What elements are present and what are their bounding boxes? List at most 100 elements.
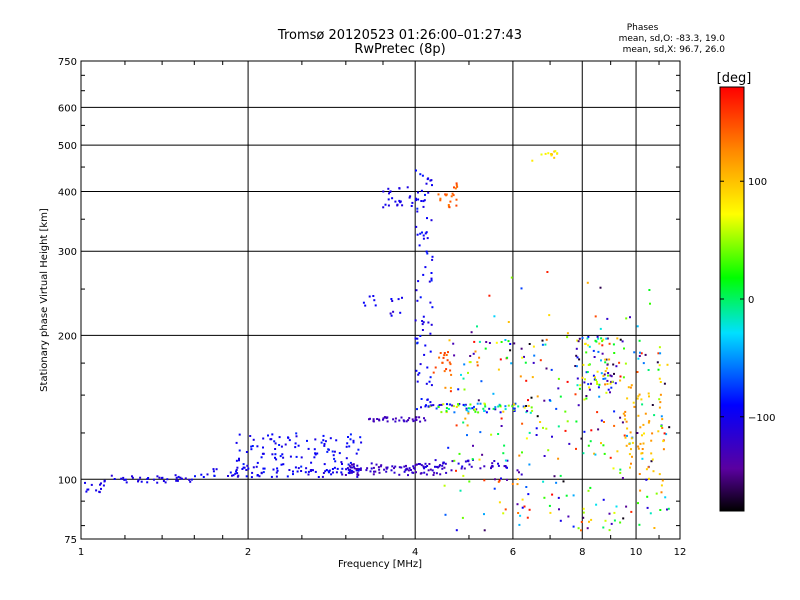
scatter-point bbox=[422, 321, 425, 324]
scatter-point bbox=[472, 444, 474, 447]
scatter-point bbox=[422, 237, 425, 240]
scatter-point bbox=[554, 150, 557, 153]
scatter-point bbox=[559, 395, 562, 398]
scatter-point bbox=[387, 204, 390, 207]
scatter-point bbox=[583, 398, 586, 401]
scatter-point bbox=[426, 465, 429, 467]
scatter-point bbox=[423, 471, 426, 474]
scatter-point bbox=[450, 195, 453, 198]
scatter-point bbox=[236, 472, 239, 475]
scatter-point bbox=[518, 523, 521, 526]
phases-title: Phases bbox=[626, 23, 659, 33]
x-tick-label: 10 bbox=[630, 547, 643, 558]
scatter-point bbox=[459, 489, 462, 492]
scatter-point bbox=[237, 474, 240, 477]
scatter-point bbox=[637, 502, 639, 505]
scatter-point bbox=[580, 437, 583, 440]
scatter-point bbox=[557, 457, 560, 460]
scatter-point bbox=[415, 416, 418, 419]
scatter-point bbox=[619, 521, 622, 524]
scatter-point bbox=[606, 363, 609, 366]
scatter-point bbox=[382, 417, 385, 420]
scatter-point bbox=[549, 511, 552, 514]
scatter-point bbox=[256, 461, 259, 464]
scatter-point bbox=[453, 354, 456, 357]
scatter-point bbox=[665, 433, 668, 436]
scatter-point bbox=[427, 191, 430, 194]
scatter-point bbox=[499, 404, 502, 407]
scatter-point bbox=[426, 366, 429, 369]
scatter-point bbox=[521, 422, 524, 425]
scatter-point bbox=[425, 231, 428, 234]
scatter-point bbox=[416, 299, 419, 302]
scatter-point bbox=[462, 474, 465, 477]
scatter-point bbox=[297, 467, 300, 470]
scatter-point bbox=[350, 469, 353, 472]
scatter-point bbox=[638, 339, 641, 342]
scatter-point bbox=[517, 478, 519, 481]
scatter-point bbox=[414, 419, 417, 422]
scatter-point bbox=[227, 475, 229, 477]
scatter-point bbox=[582, 363, 585, 366]
scatter-point bbox=[525, 411, 528, 414]
scatter-point bbox=[386, 466, 389, 469]
scatter-point bbox=[463, 363, 466, 366]
scatter-point bbox=[377, 466, 380, 469]
scatter-point bbox=[586, 371, 589, 373]
scatter-point bbox=[545, 427, 548, 430]
scatter-point bbox=[444, 386, 447, 389]
scatter-point bbox=[602, 377, 605, 380]
scatter-point bbox=[523, 406, 526, 409]
scatter-point bbox=[416, 380, 419, 383]
scatter-point bbox=[439, 199, 442, 202]
phases-x-stats: mean, sd,X: 96.7, 26.0 bbox=[622, 45, 725, 55]
scatter-point bbox=[426, 237, 429, 240]
scatter-point bbox=[638, 523, 641, 526]
scatter-point bbox=[425, 404, 427, 407]
scatter-point bbox=[445, 368, 448, 371]
scatter-point bbox=[602, 526, 605, 529]
scatter-point bbox=[100, 482, 102, 485]
scatter-point bbox=[161, 476, 164, 479]
scatter-point bbox=[416, 342, 419, 345]
scatter-point bbox=[471, 407, 474, 410]
scatter-point bbox=[403, 470, 406, 473]
scatter-point bbox=[383, 468, 386, 471]
scatter-point bbox=[557, 425, 560, 428]
scatter-point bbox=[599, 327, 602, 330]
scatter-point bbox=[663, 432, 666, 435]
scatter-point bbox=[511, 405, 514, 408]
scatter-point bbox=[479, 467, 482, 470]
scatter-point bbox=[548, 504, 551, 507]
scatter-point bbox=[638, 355, 641, 357]
scatter-point bbox=[616, 450, 619, 453]
scatter-point bbox=[604, 358, 607, 361]
scatter-point bbox=[429, 376, 432, 379]
scatter-point bbox=[619, 338, 622, 341]
scatter-point bbox=[307, 473, 310, 476]
colorbar-tick-label: 0 bbox=[748, 295, 754, 306]
scatter-point bbox=[449, 390, 452, 393]
scatter-point bbox=[245, 469, 248, 471]
scatter-point bbox=[575, 420, 578, 423]
scatter-point bbox=[420, 200, 423, 202]
scatter-point bbox=[433, 471, 436, 474]
scatter-point bbox=[246, 464, 249, 467]
scatter-point bbox=[612, 343, 615, 346]
scatter-point bbox=[464, 403, 467, 406]
scatter-point bbox=[520, 287, 523, 290]
scatter-point bbox=[576, 377, 579, 380]
y-tick-label: 400 bbox=[58, 187, 77, 198]
scatter-point bbox=[483, 465, 486, 468]
scatter-point bbox=[640, 352, 643, 355]
scatter-point bbox=[344, 474, 347, 476]
scatter-point bbox=[493, 487, 496, 490]
scatter-point bbox=[407, 474, 409, 477]
scatter-point bbox=[588, 388, 591, 391]
scatter-point bbox=[340, 461, 343, 464]
scatter-point bbox=[455, 469, 457, 472]
scatter-point bbox=[583, 381, 586, 384]
scatter-point bbox=[548, 314, 551, 317]
scatter-point bbox=[413, 467, 416, 470]
scatter-point bbox=[441, 467, 444, 470]
